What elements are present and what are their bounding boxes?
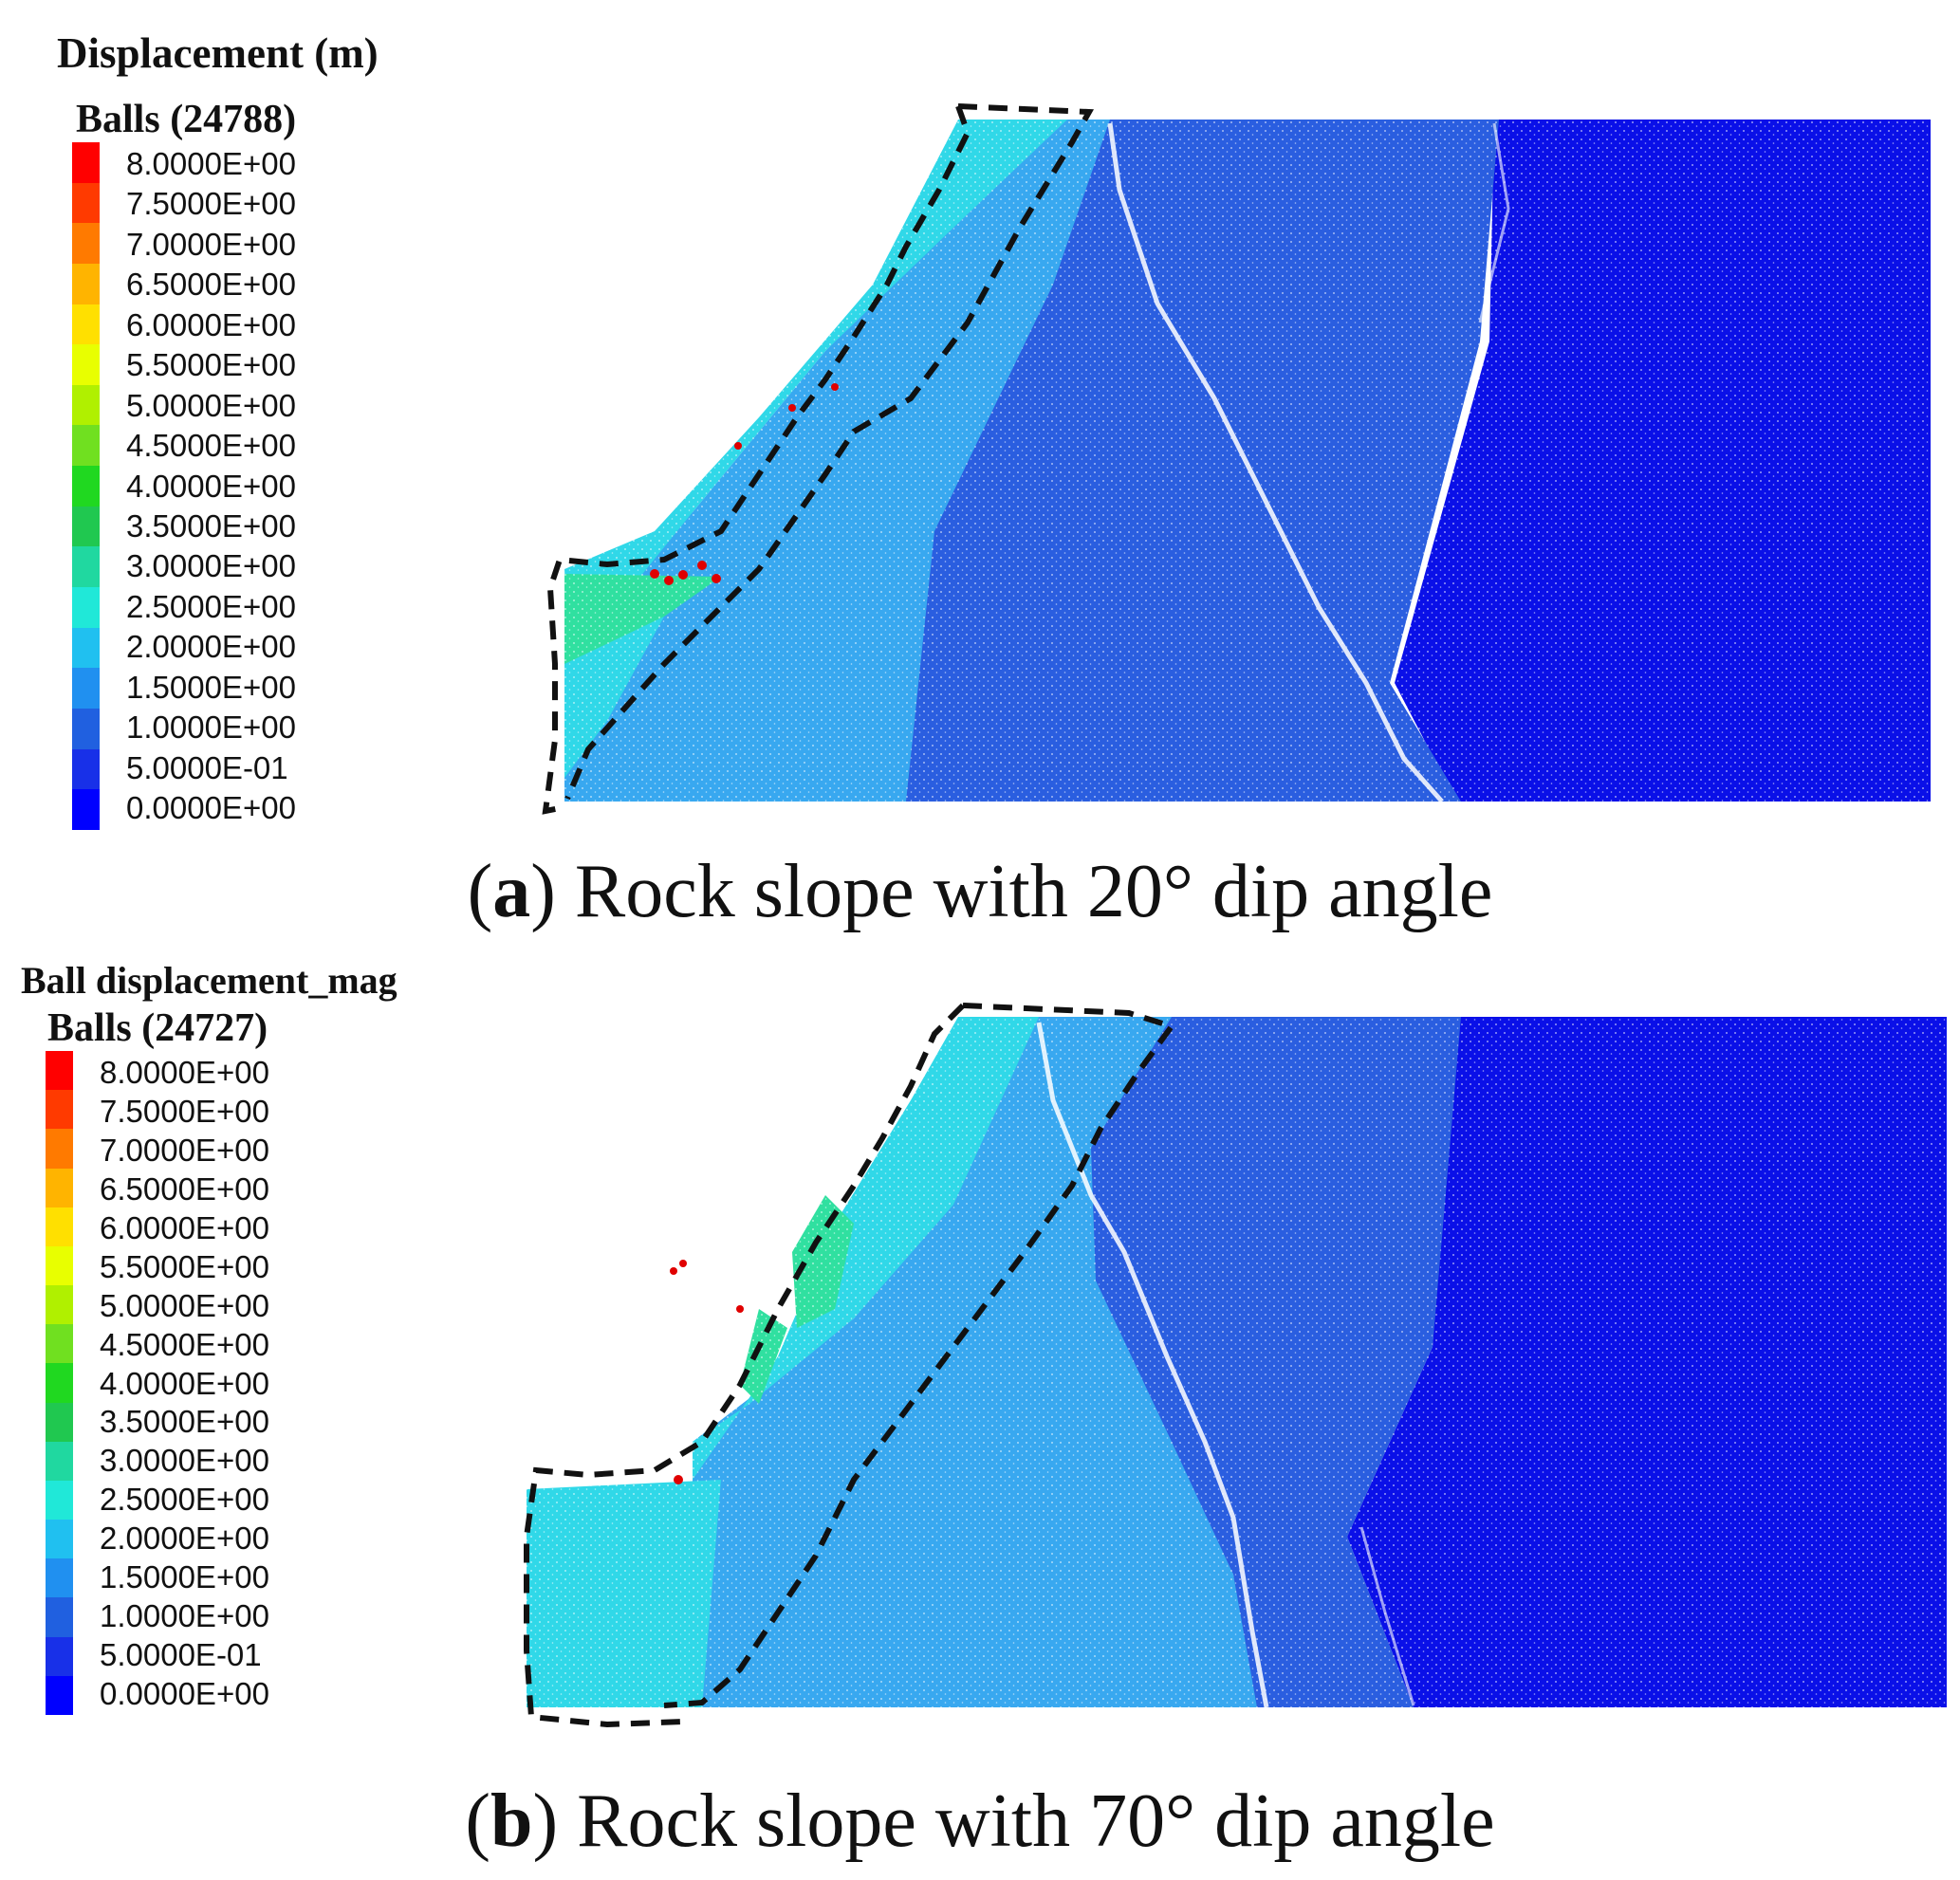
colorbar-b: [46, 1051, 73, 1715]
legend-subtitle-b: Balls (24727): [47, 1006, 268, 1050]
legend-tick-label: 5.0000E+00: [126, 387, 296, 423]
caption-text-b: Rock slope with 70° dip angle: [577, 1779, 1495, 1863]
crack-line-a2: [1478, 122, 1510, 323]
colorbar-swatch: [72, 304, 100, 345]
legend-tick-label: 7.0000E+00: [100, 1132, 269, 1168]
legend-tick-label: 4.5000E+00: [126, 428, 296, 464]
legend-tick-label: 6.0000E+00: [100, 1209, 269, 1245]
legend-tick-label: 7.0000E+00: [126, 226, 296, 262]
colorbar-swatch: [46, 1207, 73, 1246]
dashed-outline-b-upper: [663, 1003, 1176, 1708]
legend-tick-label: 1.5000E+00: [100, 1559, 269, 1595]
colorbar-swatch: [72, 506, 100, 547]
colorbar-swatch: [46, 1675, 73, 1715]
legend-tick-label: 1.0000E+00: [126, 710, 296, 746]
colorbar-swatch: [72, 142, 100, 183]
panel-b: Ball displacement_mag Balls (24727) 8.00…: [0, 911, 1960, 1880]
legend-tick-label: 8.0000E+00: [100, 1055, 269, 1090]
colorbar-swatch: [46, 1636, 73, 1676]
colorbar-swatch: [46, 1441, 73, 1481]
legend-tick-label: 6.5000E+00: [126, 267, 296, 303]
colorbar-swatch: [46, 1558, 73, 1598]
colorbar-swatch: [46, 1480, 73, 1521]
colorbar-swatch: [72, 546, 100, 588]
colorbar-swatch: [46, 1402, 73, 1442]
crack-line-b2: [1359, 1526, 1415, 1706]
legend-tick-label: 8.0000E+00: [126, 146, 296, 181]
colorbar-swatch: [72, 708, 100, 749]
legend-tick-label: 3.5000E+00: [126, 507, 296, 544]
caption-text-a: Rock slope with 20° dip angle: [574, 850, 1493, 933]
colorbar-swatch: [72, 466, 100, 507]
legend-tick-label: 6.5000E+00: [100, 1170, 269, 1207]
displaced-particles-b: [670, 1260, 744, 1484]
colorbar-swatch: [72, 182, 100, 224]
legend-title-b: Ball displacement_mag: [21, 959, 398, 1002]
legend-tick-label: 3.0000E+00: [126, 548, 296, 584]
displaced-particles-a: [650, 383, 839, 585]
legend-tick-label: 5.5000E+00: [126, 347, 296, 383]
panel-a: Displacement (m) Balls (24788) 8.0000E+0…: [0, 0, 1960, 933]
caption-letter-b: b: [490, 1779, 533, 1863]
legend-tick-label: 5.5000E+00: [100, 1248, 269, 1284]
legend-tick-label: 3.0000E+00: [100, 1443, 269, 1479]
colorbar-swatch: [72, 344, 100, 385]
legend-subtitle-a: Balls (24788): [76, 98, 297, 141]
colorbar-swatch: [46, 1168, 73, 1207]
colorbar-swatch: [72, 587, 100, 628]
legend-tick-label: 6.0000E+00: [126, 306, 296, 342]
caption-letter-a: a: [492, 850, 531, 933]
particle-texture-b: [527, 1017, 1947, 1707]
colorbar-swatch: [46, 1324, 73, 1364]
colorbar-a: [72, 142, 100, 830]
caption-b: (b) Rock slope with 70° dip angle: [465, 1779, 1495, 1863]
colorbar-swatch: [46, 1520, 73, 1559]
colorbar-swatch: [72, 748, 100, 790]
caption-a: (a) Rock slope with 20° dip angle: [467, 850, 1493, 933]
slope-model-b: [524, 1003, 1947, 1728]
legend-tick-label: 5.0000E-01: [100, 1637, 262, 1673]
dashed-outline-b-outer: [524, 1003, 966, 1728]
colorbar-swatch: [72, 384, 100, 426]
crack-line-a1: [1107, 122, 1444, 803]
slope-model-a: [542, 103, 1931, 815]
colorbar-swatch: [72, 425, 100, 467]
legend-tick-label: 3.5000E+00: [100, 1404, 269, 1440]
legend-tick-label: 4.5000E+00: [100, 1326, 269, 1362]
colorbar-swatch: [46, 1129, 73, 1169]
colorbar-swatch: [46, 1090, 73, 1130]
colorbar-swatch: [72, 668, 100, 709]
legend-tick-label: 7.5000E+00: [100, 1093, 269, 1129]
colorbar-swatch: [46, 1285, 73, 1325]
legend-ticks-b: 8.0000E+00 7.5000E+00 7.0000E+00 6.5000E+00…: [100, 1057, 269, 1709]
colorbar-swatch: [46, 1363, 73, 1403]
legend-tick-label: 5.0000E+00: [100, 1287, 269, 1323]
dashed-outline-a-outer: [542, 104, 971, 815]
colorbar-swatch: [72, 627, 100, 669]
legend-title-a: Displacement (m): [57, 29, 379, 77]
legend-tick-label: 2.0000E+00: [100, 1521, 269, 1557]
colorbar-swatch: [46, 1597, 73, 1637]
legend-tick-label: 2.5000E+00: [126, 588, 296, 624]
colorbar-swatch: [46, 1051, 73, 1091]
legend-tick-label: 4.0000E+00: [126, 468, 296, 504]
legend-tick-label: 4.0000E+00: [100, 1365, 269, 1401]
legend-tick-label: 1.0000E+00: [100, 1598, 269, 1634]
legend-tick-label: 2.5000E+00: [100, 1482, 269, 1518]
legend-tick-label: 2.0000E+00: [126, 629, 296, 665]
colorbar-swatch: [72, 263, 100, 304]
legend-tick-label: 1.5000E+00: [126, 669, 296, 705]
legend-tick-label: 5.0000E-01: [126, 749, 288, 785]
colorbar-swatch: [46, 1245, 73, 1286]
legend-ticks-a: 8.0000E+00 7.5000E+00 7.0000E+00 6.5000E+00…: [126, 148, 296, 823]
colorbar-swatch: [72, 223, 100, 264]
legend-tick-label: 0.0000E+00: [126, 790, 296, 825]
crack-line-b1: [1036, 1022, 1269, 1708]
legend-tick-label: 7.5000E+00: [126, 186, 296, 222]
dashed-outline-a-upper: [564, 103, 1095, 801]
colorbar-swatch: [72, 789, 100, 830]
legend-tick-label: 0.0000E+00: [100, 1676, 269, 1711]
